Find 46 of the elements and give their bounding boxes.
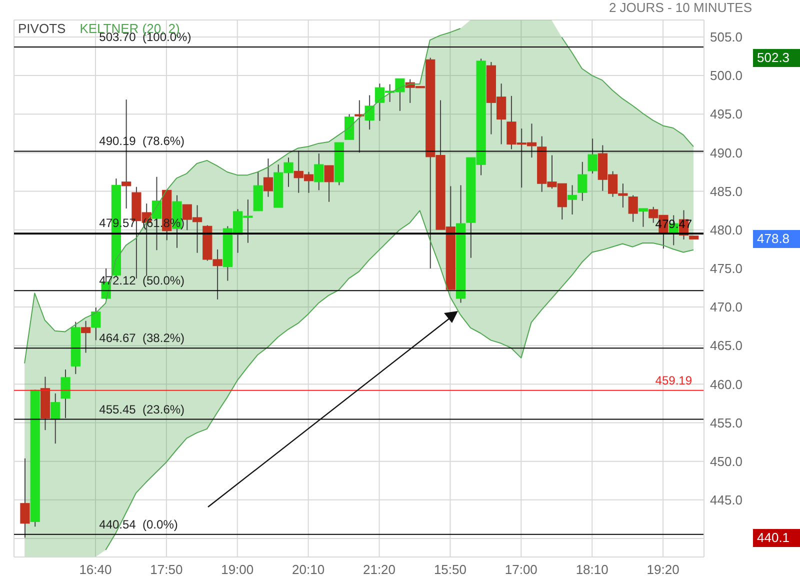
candlestick — [324, 165, 334, 202]
candlestick — [314, 153, 324, 191]
y-tick-label: 495.0 — [710, 106, 743, 122]
candlestick — [588, 138, 598, 174]
candlestick — [364, 94, 374, 130]
candlestick — [91, 306, 101, 341]
y-tick-label: 475.0 — [710, 261, 743, 276]
x-tick-label: 16:40 — [79, 562, 112, 578]
candlestick — [80, 320, 91, 354]
y-tick-label: 450.0 — [710, 454, 743, 469]
candlestick — [638, 208, 648, 228]
y-tick-label: 490.0 — [710, 145, 743, 160]
y-tick-label: 505.0 — [710, 30, 743, 45]
ref-line-label: 455.45 (23.6%) — [99, 402, 185, 416]
chart-subtitle: 2 JOURS - 10 MINUTES — [608, 0, 752, 15]
candlestick — [628, 194, 638, 222]
candlestick — [20, 458, 30, 538]
candlestick — [578, 161, 588, 202]
x-tick-label: 19:00 — [221, 562, 254, 578]
y-tick-label: 455.0 — [710, 415, 743, 430]
candlestick — [263, 158, 274, 198]
y-tick-label: 445.0 — [710, 492, 743, 508]
text: 440.1 — [753, 528, 800, 547]
y-tick-label: 480.0 — [710, 222, 743, 238]
x-tick-label: 17:00 — [504, 562, 538, 578]
y-tick-label: 485.0 — [710, 184, 743, 199]
annotation: PIVOTS — [18, 21, 66, 36]
x-tick-label: 19:20 — [646, 562, 680, 578]
y-tick-label: 460.0 — [710, 376, 743, 392]
text: 502.3 — [753, 48, 800, 67]
ref-line-label: 464.67 (38.2%) — [99, 331, 185, 346]
x-tick-label: 21:20 — [362, 562, 396, 578]
x-tick-label: 20:10 — [292, 562, 325, 578]
text: 478.8 — [753, 230, 800, 248]
candlestick — [567, 184, 578, 216]
candlestick — [354, 100, 364, 154]
y-tick-label: 465.0 — [710, 338, 743, 354]
y-tick-label: 470.0 — [710, 300, 743, 315]
x-tick-label: 17:50 — [150, 562, 183, 578]
x-tick-label: 15:50 — [434, 562, 466, 578]
ref-line-label: 459.19 — [655, 373, 692, 388]
candlestick — [50, 392, 60, 444]
candlestick — [60, 369, 70, 419]
x-tick-label: 18:10 — [576, 562, 608, 578]
y-tick-label: 500.0 — [710, 68, 743, 84]
candlestick — [344, 114, 354, 140]
